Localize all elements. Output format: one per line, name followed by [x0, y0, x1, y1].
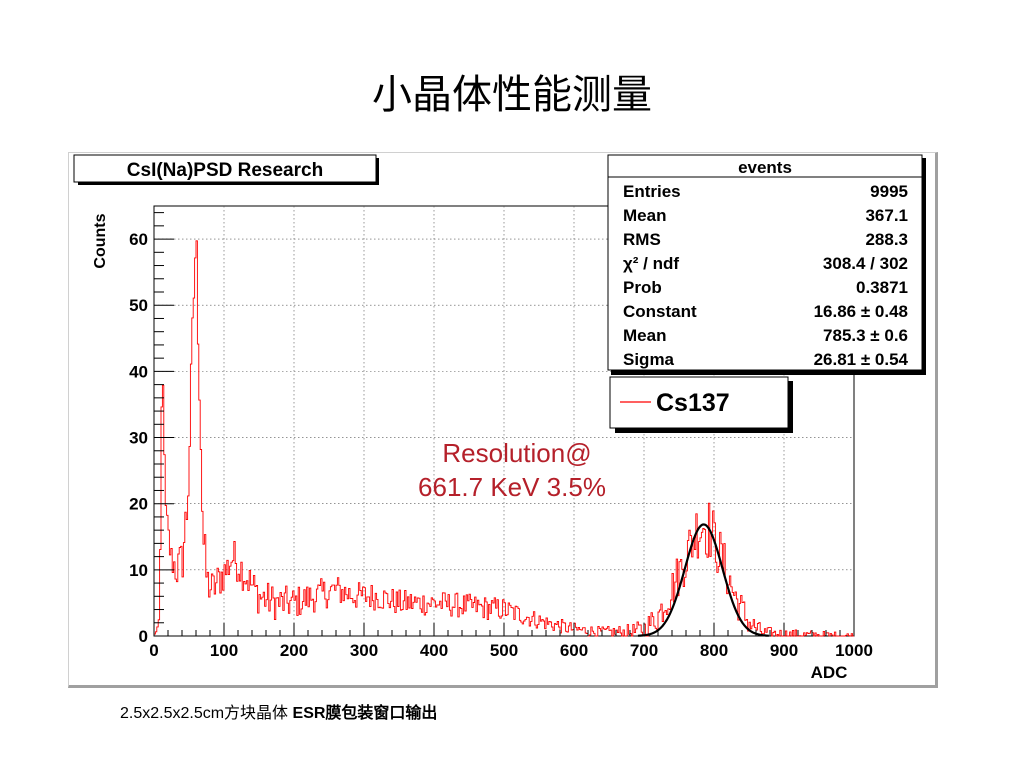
- x-tick-label: 500: [490, 641, 518, 660]
- stats-row-name: χ² / ndf: [623, 254, 679, 273]
- x-tick-label: 400: [420, 641, 448, 660]
- stats-row-value: 26.81 ± 0.54: [814, 350, 909, 369]
- histogram-line: [153, 240, 854, 637]
- stats-row-value: 0.3871: [856, 278, 908, 297]
- axes: 0 100 200 300 400 500 600 700 800 900 1000 0 10 20 30 4…: [129, 212, 873, 660]
- stats-row-name: Sigma: [623, 350, 675, 369]
- chart-frame: 0 100 200 300 400 500 600 700 800 900 1000 0 10 20 30 4…: [68, 152, 938, 688]
- y-tick-label: 30: [129, 429, 148, 448]
- stats-row-value: 16.86 ± 0.48: [814, 302, 908, 321]
- x-axis-label: ADC: [811, 663, 848, 682]
- stats-row-name: RMS: [623, 230, 661, 249]
- grid-lines: [154, 206, 854, 636]
- stats-row-value: 308.4 / 302: [823, 254, 908, 273]
- x-tick-label: 300: [350, 641, 378, 660]
- stats-row-name: Mean: [623, 326, 666, 345]
- y-tick-label: 50: [129, 296, 148, 315]
- stats-row-name: Prob: [623, 278, 662, 297]
- histogram-series: [153, 240, 854, 637]
- stats-row-value: 367.1: [865, 206, 908, 225]
- x-tick-label: 0: [149, 641, 158, 660]
- caption-bold: ESR膜包装窗口输出: [292, 705, 438, 722]
- chart-title-box: CsI(Na)PSD Research: [73, 154, 379, 185]
- legend-box: Cs137: [609, 376, 793, 433]
- stats-box: events Entries 9995 Mean 367.1 RMS 288.3 χ² / …: [607, 154, 926, 375]
- chart-title: CsI(Na)PSD Research: [127, 160, 323, 181]
- stats-row-value: 288.3: [865, 230, 908, 249]
- y-tick-label: 20: [129, 495, 148, 514]
- x-tick-label: 900: [770, 641, 798, 660]
- y-axis-label: Counts: [92, 213, 109, 268]
- y-tick-label: 40: [129, 362, 148, 381]
- x-tick-label: 1000: [835, 641, 873, 660]
- stats-row-value: 9995: [870, 182, 908, 201]
- slide-caption: 2.5x2.5x2.5cm方块晶体 ESR膜包装窗口输出: [120, 699, 437, 723]
- y-tick-label: 60: [129, 230, 148, 249]
- fit-curve: [637, 523, 769, 637]
- x-tick-label: 100: [210, 641, 238, 660]
- annotation-line-2: 661.7 KeV 3.5%: [418, 472, 606, 502]
- x-tick-label: 600: [560, 641, 588, 660]
- stats-row-name: Mean: [623, 206, 666, 225]
- caption-normal: 2.5x2.5x2.5cm方块晶体: [120, 705, 289, 722]
- annotation-line-1: Resolution@: [442, 438, 591, 468]
- legend-label: Cs137: [656, 389, 730, 417]
- slide-title: 小晶体性能测量: [372, 72, 652, 118]
- y-tick-label: 10: [129, 561, 148, 580]
- x-tick-label: 800: [700, 641, 728, 660]
- histogram-chart: 0 100 200 300 400 500 600 700 800 900 1000 0 10 20 30 4…: [73, 154, 926, 682]
- x-tick-label: 700: [630, 641, 658, 660]
- stats-row-name: Entries: [623, 182, 681, 201]
- stats-row-name: Constant: [623, 302, 697, 321]
- gaussian-fit: [637, 523, 769, 637]
- y-tick-label: 0: [139, 627, 148, 646]
- stats-header: events: [738, 158, 792, 177]
- x-tick-label: 200: [280, 641, 308, 660]
- stats-row-value: 785.3 ± 0.6: [823, 326, 908, 345]
